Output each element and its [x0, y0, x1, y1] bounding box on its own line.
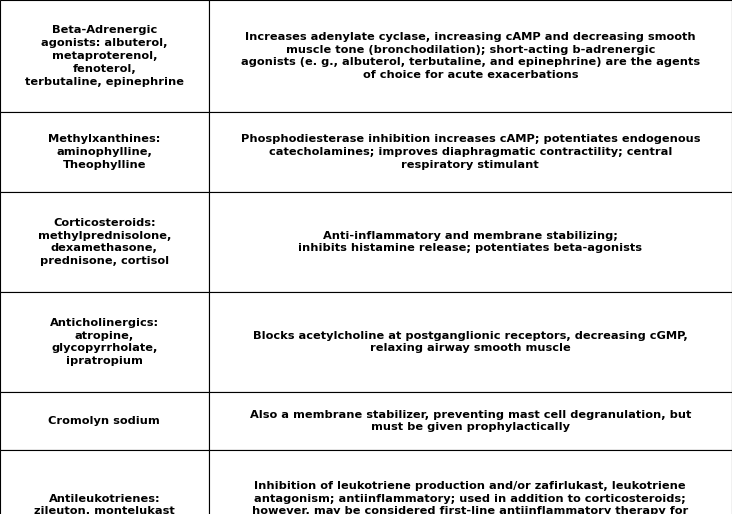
Text: Methylxanthines:
aminophylline,
Theophylline: Methylxanthines: aminophylline, Theophyl…: [48, 134, 160, 170]
Bar: [0, 292, 209, 392]
Text: Inhibition of leukotriene production and/or zafirlukast, leukotriene
antagonism;: Inhibition of leukotriene production and…: [253, 481, 688, 514]
Text: Also a membrane stabilizer, preventing mast cell degranulation, but
must be give: Also a membrane stabilizer, preventing m…: [250, 410, 691, 432]
Text: Anti-inflammatory and membrane stabilizing;
inhibits histamine release; potentia: Anti-inflammatory and membrane stabilizi…: [299, 231, 642, 253]
Bar: [209, 0, 732, 112]
Text: Beta-Adrenergic
agonists: albuterol,
metaproterenol,
fenoterol,
terbutaline, epi: Beta-Adrenergic agonists: albuterol, met…: [25, 25, 184, 86]
Bar: [0, 450, 209, 514]
Text: Anticholinergics:
atropine,
glycopyrrholate,
ipratropium: Anticholinergics: atropine, glycopyrrhol…: [50, 318, 159, 366]
Text: Antileukotrienes:
zileuton, montelukast: Antileukotrienes: zileuton, montelukast: [34, 493, 175, 514]
Bar: [0, 392, 209, 450]
Bar: [0, 0, 209, 112]
Text: Increases adenylate cyclase, increasing cAMP and decreasing smooth
muscle tone (: Increases adenylate cyclase, increasing …: [241, 32, 700, 80]
Text: Corticosteroids:
methylprednisolone,
dexamethasone,
prednisone, cortisol: Corticosteroids: methylprednisolone, dex…: [37, 218, 171, 266]
Text: Cromolyn sodium: Cromolyn sodium: [48, 416, 160, 426]
Bar: [209, 392, 732, 450]
Bar: [209, 112, 732, 192]
Bar: [209, 192, 732, 292]
Bar: [0, 192, 209, 292]
Bar: [209, 292, 732, 392]
Text: Blocks acetylcholine at postganglionic receptors, decreasing cGMP,
relaxing airw: Blocks acetylcholine at postganglionic r…: [253, 331, 687, 354]
Text: Phosphodiesterase inhibition increases cAMP; potentiates endogenous
catecholamin: Phosphodiesterase inhibition increases c…: [241, 134, 700, 170]
Bar: [209, 450, 732, 514]
Bar: [0, 112, 209, 192]
